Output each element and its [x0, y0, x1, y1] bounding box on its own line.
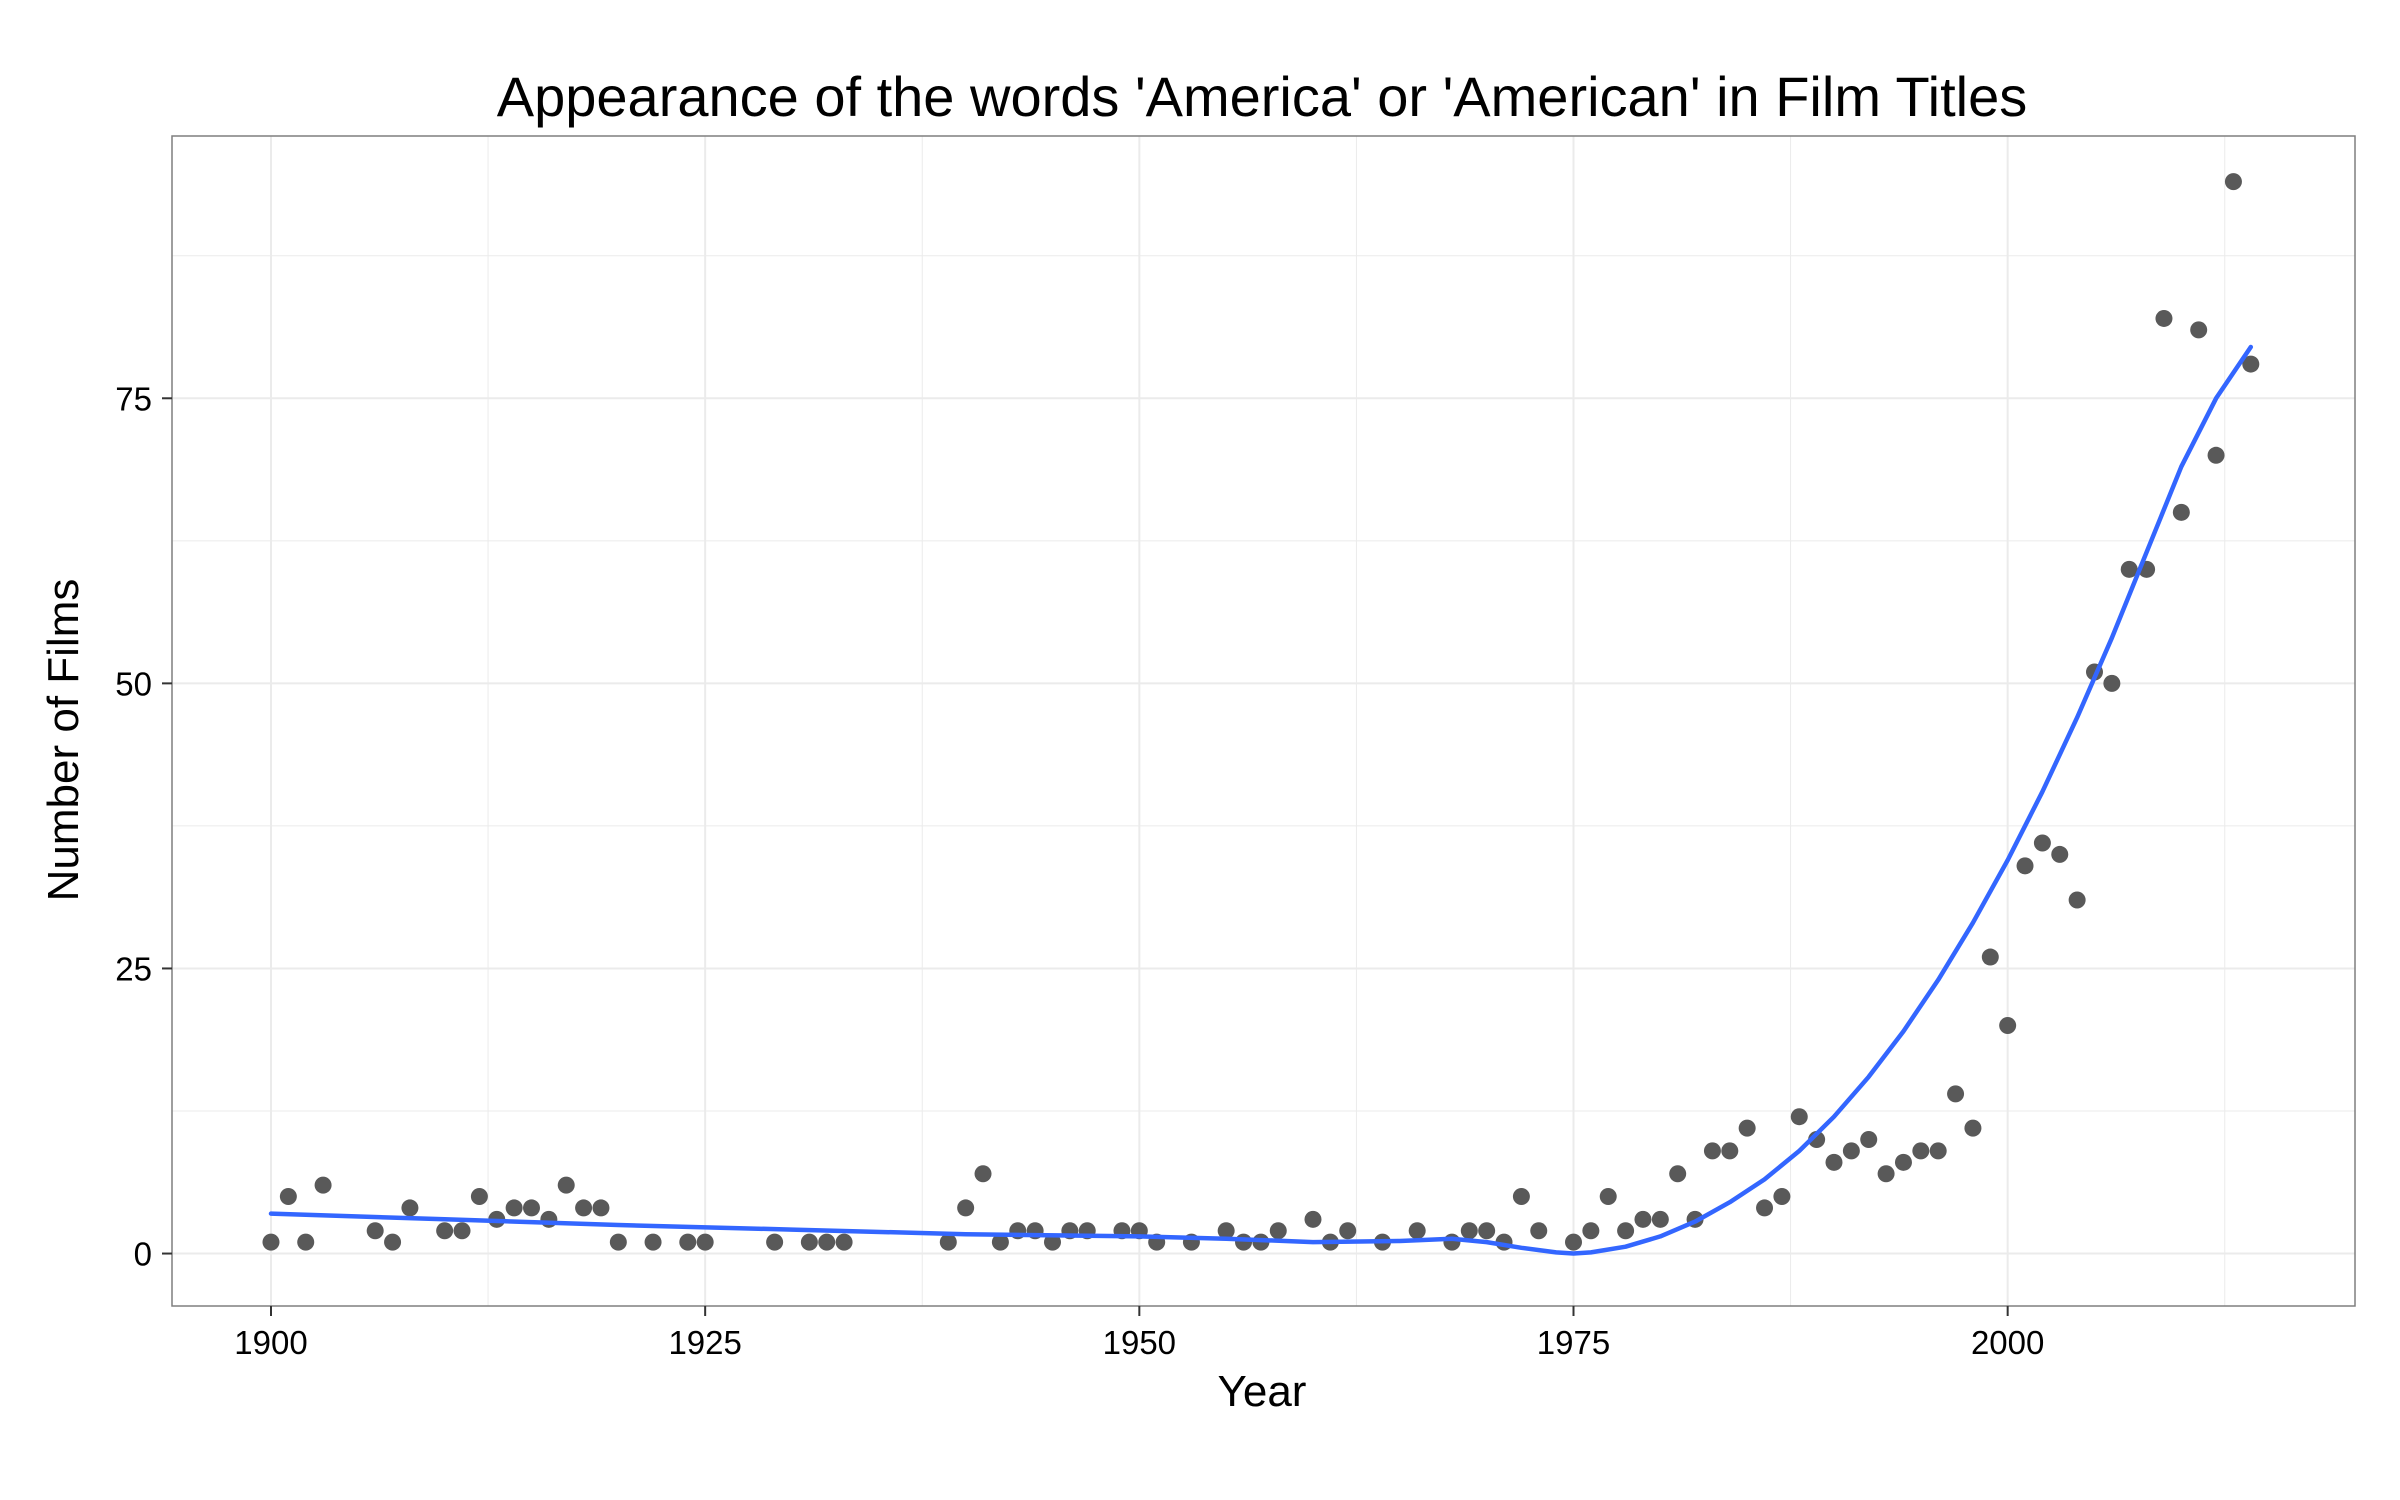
- data-point: [991, 1233, 1009, 1251]
- major-gridlines: [172, 136, 2355, 1306]
- data-point: [2155, 309, 2173, 327]
- x-tick-label: 1900: [234, 1324, 307, 1361]
- data-point: [1339, 1222, 1357, 1240]
- data-point: [1304, 1210, 1322, 1228]
- data-point: [1825, 1153, 1843, 1171]
- data-point: [1669, 1165, 1687, 1183]
- data-point: [1443, 1233, 1461, 1251]
- data-point: [2172, 503, 2190, 521]
- data-point: [1703, 1142, 1721, 1160]
- data-point: [679, 1233, 697, 1251]
- data-point: [1738, 1119, 1756, 1137]
- data-point: [1773, 1188, 1791, 1206]
- data-point: [2016, 857, 2034, 875]
- data-point: [1860, 1131, 1878, 1149]
- data-point: [384, 1233, 402, 1251]
- data-point: [1235, 1233, 1253, 1251]
- data-point: [1478, 1222, 1496, 1240]
- data-point: [1721, 1142, 1739, 1160]
- plot-panel-border: [171, 135, 2356, 1307]
- y-tick-label: 50: [115, 665, 152, 702]
- data-point: [1634, 1210, 1652, 1228]
- data-point: [1512, 1188, 1530, 1206]
- data-point: [609, 1233, 627, 1251]
- data-point: [2033, 834, 2051, 852]
- data-point: [696, 1233, 714, 1251]
- data-point: [1964, 1119, 1982, 1137]
- chart-title: Appearance of the words 'America' or 'Am…: [497, 65, 2027, 128]
- data-point: [1599, 1188, 1617, 1206]
- data-point: [279, 1188, 297, 1206]
- data-point: [1269, 1222, 1287, 1240]
- x-tick-label: 1925: [668, 1324, 741, 1361]
- data-point: [2068, 891, 2086, 909]
- data-point: [974, 1165, 992, 1183]
- data-point: [1790, 1108, 1808, 1126]
- data-point: [2103, 674, 2121, 692]
- x-axis-title: Year: [1218, 1367, 1307, 1416]
- x-tick-label: 1950: [1103, 1324, 1176, 1361]
- y-tick-label: 0: [134, 1236, 152, 1273]
- x-tick-label: 2000: [1971, 1324, 2044, 1361]
- data-point: [800, 1233, 818, 1251]
- data-point: [1981, 948, 1999, 966]
- data-point: [835, 1233, 853, 1251]
- data-point: [1582, 1222, 1600, 1240]
- x-tick-label: 1975: [1537, 1324, 1610, 1361]
- y-axis-title: Number of Films: [39, 579, 88, 902]
- data-point: [1408, 1222, 1426, 1240]
- data-point: [2224, 173, 2242, 191]
- data-point: [644, 1233, 662, 1251]
- data-point: [470, 1188, 488, 1206]
- data-point: [366, 1222, 384, 1240]
- data-point: [1894, 1153, 1912, 1171]
- data-point: [2051, 845, 2069, 863]
- data-point: [1912, 1142, 1930, 1160]
- data-point: [557, 1176, 575, 1194]
- data-point: [401, 1199, 419, 1217]
- data-point: [1651, 1210, 1669, 1228]
- data-point: [2242, 355, 2260, 373]
- data-point: [1530, 1222, 1548, 1240]
- data-point: [314, 1176, 332, 1194]
- data-point: [505, 1199, 523, 1217]
- y-tick-label: 75: [115, 380, 152, 417]
- data-point: [2190, 321, 2208, 339]
- data-point: [575, 1199, 593, 1217]
- data-point: [957, 1199, 975, 1217]
- data-point: [1999, 1016, 2017, 1034]
- data-point: [1217, 1222, 1235, 1240]
- x-axis-ticks: 1900 1925 1950 1975 2000: [234, 1306, 2044, 1361]
- data-point: [1617, 1222, 1635, 1240]
- data-point: [1947, 1085, 1965, 1103]
- data-point: [818, 1233, 836, 1251]
- data-point: [297, 1233, 315, 1251]
- data-point: [1564, 1233, 1582, 1251]
- data-point: [766, 1233, 784, 1251]
- data-point: [262, 1233, 280, 1251]
- y-tick-label: 25: [115, 950, 152, 987]
- data-point: [1842, 1142, 1860, 1160]
- data-point: [1460, 1222, 1478, 1240]
- data-point: [436, 1222, 454, 1240]
- data-point: [1756, 1199, 1774, 1217]
- trend-line: [268, 344, 2254, 1256]
- data-point: [453, 1222, 471, 1240]
- data-point: [2120, 560, 2138, 578]
- data-point: [939, 1233, 957, 1251]
- minor-gridlines: [172, 136, 2355, 1306]
- data-point: [1877, 1165, 1895, 1183]
- data-point: [540, 1210, 558, 1228]
- data-point: [1043, 1233, 1061, 1251]
- data-point: [1929, 1142, 1947, 1160]
- data-points: [262, 173, 2260, 1251]
- data-point: [522, 1199, 540, 1217]
- data-point: [2207, 446, 2225, 464]
- y-axis-ticks: 0 25 50 75: [115, 380, 172, 1273]
- data-point: [592, 1199, 610, 1217]
